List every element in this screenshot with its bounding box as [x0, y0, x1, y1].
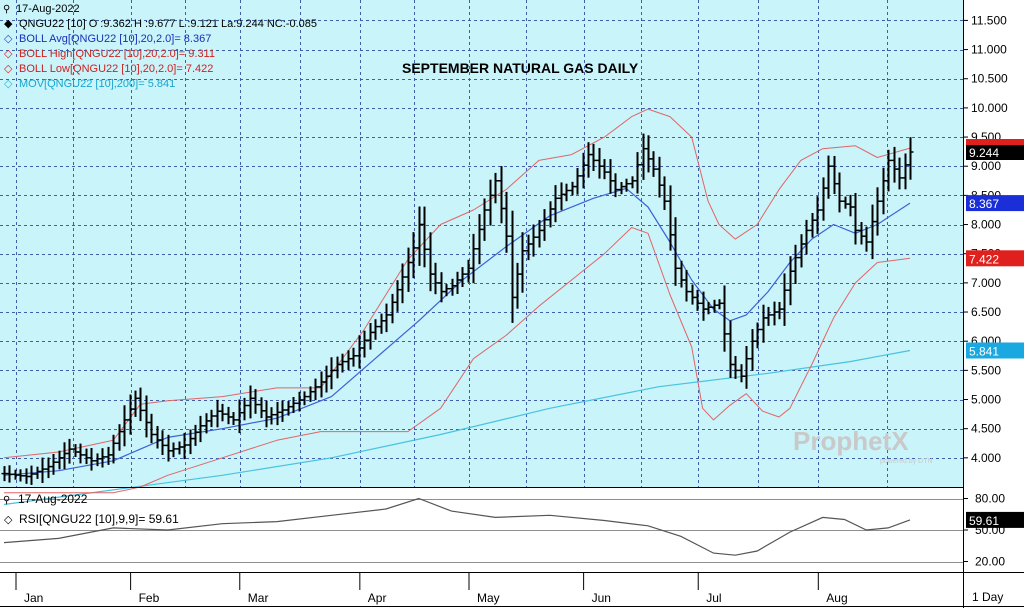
x-axis-ticks: Jan Feb Mar Apr May Jun Jul Aug [15, 573, 848, 605]
x-tick-label: Feb [139, 591, 160, 605]
rsi-series [3, 497, 911, 556]
x-tick-label: Jan [24, 591, 43, 605]
rsi-legend: ⚲ 17-Aug-2022 ◇ RSI[QNGU22 [10],9,9]= 59… [3, 492, 179, 526]
y-tick-label: 8.000 [971, 218, 1001, 232]
y-tick-label: 4.500 [971, 422, 1001, 436]
rsi-date: 17-Aug-2022 [18, 492, 88, 506]
rsi-badge-label: 59.61 [969, 514, 999, 528]
y-axis-strip [963, 0, 1024, 573]
mov200-line [3, 349, 911, 506]
rsi-marker: ◇ [4, 513, 13, 526]
legend-boll-low: BOLL Low[QNGU22 [10],20,2.0]= 7.422 [19, 63, 213, 75]
indicator-badge [966, 250, 1024, 267]
y-tick-label: 10.500 [971, 72, 1008, 86]
rsi-line [3, 497, 911, 556]
rsi-badge [966, 511, 1024, 528]
x-tick-label: Jul [706, 591, 721, 605]
legend-boll-avg: BOLL Avg[QNGU22 [10],20,2.0]= 8.367 [19, 33, 211, 45]
legend-mov: MOV[QNGU22 [10],200]= 5.841 [19, 78, 175, 90]
badge-label: 8.367 [969, 197, 999, 211]
y-tick-label: 5.000 [971, 393, 1001, 407]
legend-marker-boll-low: ◇ [4, 62, 13, 75]
rsi-magnifier-icon: ⚲ [3, 495, 10, 506]
x-tick-label: Mar [248, 591, 269, 605]
legend-date: 17-Aug-2022 [16, 3, 80, 15]
y-tick-label: 10.000 [971, 101, 1008, 115]
x-tick-label: Aug [826, 591, 847, 605]
y-tick-label: 6.500 [971, 305, 1001, 319]
prophetx-watermark: ProphetX [793, 426, 909, 456]
value-badges: 9.244 8.367 7.422 5.841 59.61 [966, 139, 1024, 528]
indicator-badge [966, 342, 1024, 359]
rsi-label: RSI[QNGU22 [10],9,9]= 59.61 [19, 512, 179, 526]
x-tick-label: May [477, 591, 500, 605]
legend: ⚲ 17-Aug-2022 ◆ QNGU22 [10] O :9.362 H :… [3, 3, 317, 90]
y-tick-label: 5.500 [971, 363, 1001, 377]
period-label: 1 Day [972, 590, 1003, 604]
y-tick-label: 7.000 [971, 276, 1001, 290]
badge-label: 7.422 [969, 252, 999, 266]
x-tick-label: Jun [592, 591, 611, 605]
legend-marker-boll-high: ◇ [4, 47, 13, 60]
watermark-sub: powered by DTN [880, 458, 933, 465]
ohlc-bars [1, 133, 914, 485]
rsi-tick-label: 20.00 [975, 555, 1005, 569]
boll-low-line [4, 227, 911, 494]
badge-label: 9.244 [969, 146, 999, 160]
y-tick-label: 11.000 [971, 43, 1007, 57]
badge-accent [966, 139, 1024, 145]
chart-title: SEPTEMBER NATURAL GAS DAILY [402, 60, 639, 76]
badge-label: 5.841 [969, 345, 999, 359]
rsi-tick-label: 80.00 [975, 492, 1005, 506]
x-axis-strip [0, 573, 1024, 608]
grid-lines [0, 0, 963, 563]
legend-marker-price: ◆ [4, 17, 13, 30]
legend-marker-boll-avg: ◇ [4, 32, 13, 45]
legend-price: QNGU22 [10] O :9.362 H :9.677 L :9.121 L… [19, 18, 317, 30]
y-tick-label: 9.000 [971, 159, 1001, 173]
indicator-badge [966, 195, 1024, 212]
x-tick-label: Apr [368, 591, 387, 605]
y-tick-label: 11.500 [971, 13, 1007, 27]
legend-boll-high: BOLL High[QNGU22 [10],20,2.0]= 9.311 [19, 48, 215, 60]
y-tick-label: 4.000 [971, 451, 1001, 465]
magnifier-icon: ⚲ [3, 4, 10, 15]
legend-marker-mov: ◇ [4, 77, 13, 90]
price-badge [966, 145, 1024, 160]
